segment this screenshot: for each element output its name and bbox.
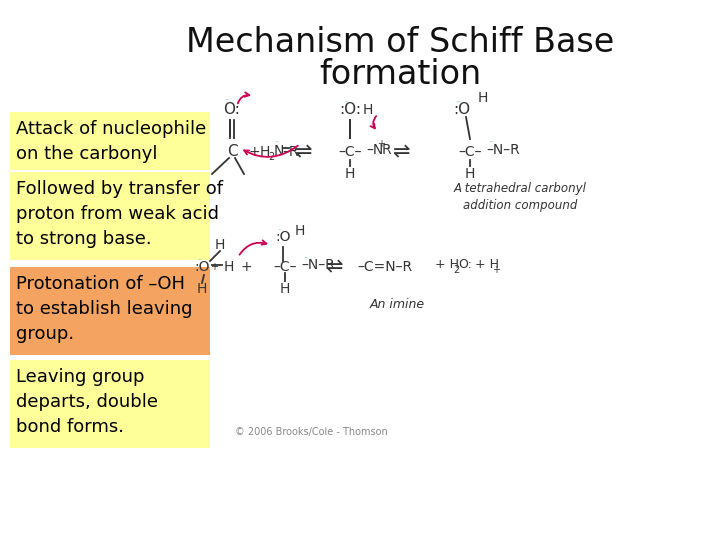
- Text: N: N: [274, 144, 284, 158]
- Text: 2: 2: [453, 265, 459, 275]
- Text: +: +: [248, 145, 260, 159]
- Text: ..: ..: [303, 251, 308, 260]
- Text: ⇌: ⇌: [295, 142, 312, 162]
- Text: ..: ..: [343, 94, 348, 104]
- Text: :O: :O: [275, 230, 291, 244]
- Text: –C–: –C–: [458, 145, 482, 159]
- Text: +: +: [492, 265, 500, 275]
- Text: ..: ..: [277, 222, 283, 232]
- Text: ..: ..: [274, 136, 279, 145]
- Text: O:: O:: [458, 259, 472, 272]
- Text: Attack of nucleophile
on the carbonyl: Attack of nucleophile on the carbonyl: [16, 120, 206, 163]
- Text: :O:: :O:: [339, 103, 361, 118]
- Text: © 2006 Brooks/Cole - Thomson: © 2006 Brooks/Cole - Thomson: [235, 427, 388, 437]
- Text: H: H: [215, 238, 225, 252]
- Text: H: H: [197, 282, 207, 296]
- Bar: [10, 112, 210, 170]
- Text: Protonation of –OH
to establish leaving
group.: Protonation of –OH to establish leaving …: [16, 275, 192, 343]
- Text: H: H: [363, 103, 374, 117]
- Text: + H: + H: [435, 259, 459, 272]
- Text: 2: 2: [268, 152, 274, 162]
- Text: ..: ..: [455, 94, 461, 104]
- Text: –N–R: –N–R: [301, 258, 335, 272]
- Text: H: H: [260, 145, 271, 159]
- Text: H: H: [295, 224, 305, 238]
- FancyArrowPatch shape: [371, 116, 376, 129]
- Text: formation: formation: [319, 58, 481, 91]
- Text: H: H: [478, 91, 488, 105]
- Text: H: H: [465, 167, 475, 181]
- Text: +: +: [240, 260, 251, 274]
- Text: C: C: [227, 145, 238, 159]
- Text: R: R: [382, 143, 392, 157]
- Text: :O: :O: [194, 260, 210, 274]
- Text: ..: ..: [225, 93, 230, 103]
- Text: Followed by transfer of
proton from weak acid
to strong base.: Followed by transfer of proton from weak…: [16, 180, 223, 248]
- Bar: [10, 172, 210, 260]
- Text: O:: O:: [224, 103, 240, 118]
- Text: ⇌: ⇌: [326, 257, 343, 277]
- Text: +: +: [377, 139, 385, 149]
- Text: H: H: [280, 282, 290, 296]
- FancyArrowPatch shape: [244, 146, 298, 157]
- Text: ⇌: ⇌: [393, 142, 410, 162]
- Text: ..: ..: [488, 136, 493, 145]
- Text: –N: –N: [366, 143, 383, 157]
- FancyArrowPatch shape: [240, 240, 266, 255]
- Text: H: H: [345, 167, 355, 181]
- FancyArrowPatch shape: [238, 92, 249, 103]
- Text: –C–: –C–: [338, 145, 361, 159]
- Text: :O: :O: [454, 103, 471, 118]
- Text: + H: + H: [475, 259, 499, 272]
- Text: –N–R: –N–R: [486, 143, 520, 157]
- Bar: [10, 267, 210, 355]
- Text: –C=N–R: –C=N–R: [357, 260, 413, 274]
- Bar: [10, 360, 210, 448]
- Text: Mechanism of Schiff Base: Mechanism of Schiff Base: [186, 25, 614, 58]
- Text: An imine: An imine: [369, 299, 425, 312]
- Text: ..: ..: [197, 253, 202, 261]
- Text: A tetrahedral carbonyl
addition compound: A tetrahedral carbonyl addition compound: [454, 182, 586, 212]
- Text: –C–: –C–: [274, 260, 297, 274]
- Text: +: +: [210, 262, 218, 272]
- Text: H: H: [224, 260, 235, 274]
- Text: –R: –R: [282, 145, 299, 159]
- Text: Leaving group
departs, double
bond forms.: Leaving group departs, double bond forms…: [16, 368, 158, 436]
